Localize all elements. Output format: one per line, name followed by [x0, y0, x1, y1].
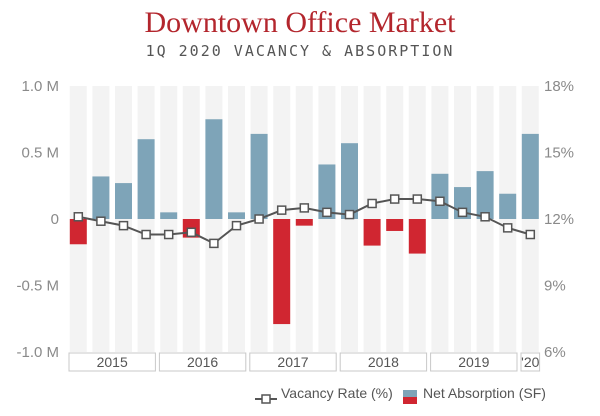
vacancy-point	[457, 207, 468, 218]
vacancy-point	[389, 194, 400, 204]
absorption-bar	[92, 176, 110, 219]
year-label: 2017	[277, 354, 308, 370]
year-label: 2019	[458, 354, 489, 370]
vacancy-point	[322, 207, 332, 218]
absorption-bar	[228, 212, 245, 219]
absorption-bar	[273, 219, 291, 325]
vacancy-point	[367, 198, 377, 209]
left-tick-label: -0.5 M	[16, 278, 59, 295]
absorption-bar	[160, 212, 178, 219]
vacancy-point	[480, 212, 490, 222]
chart-title: Downtown Office Market	[144, 6, 456, 39]
absorption-bar	[137, 139, 155, 219]
vacancy-point	[502, 223, 513, 233]
absorption-bar	[499, 193, 517, 219]
left-tick-label: 1.0 M	[21, 78, 59, 95]
year-label: 2015	[97, 354, 128, 370]
vacancy-point	[118, 220, 129, 231]
vacancy-point	[163, 229, 174, 240]
year-group-box	[68, 352, 156, 372]
absorption-bar	[386, 219, 404, 231]
absorption-legend-swatch	[403, 390, 417, 404]
left-tick-label: 0.5 M	[21, 145, 59, 162]
absorption-bar	[341, 143, 358, 219]
chart-subtitle: 1Q 2020 VACANCY & ABSORPTION	[145, 42, 455, 60]
absorption-bar	[69, 219, 87, 245]
absorption-bar	[318, 164, 336, 219]
absorption-bar	[431, 173, 449, 219]
absorption-bar	[295, 219, 313, 226]
vacancy-point	[344, 209, 355, 220]
vacancy-point	[96, 216, 106, 226]
vacancy-point	[209, 238, 219, 249]
vacancy-point	[141, 229, 151, 240]
absorption-bar	[521, 133, 539, 219]
vacancy-legend-label: Vacancy Rate (%)	[281, 385, 393, 401]
vacancy-point	[435, 196, 445, 207]
year-label: 2016	[187, 354, 218, 370]
year-label: '20	[521, 354, 539, 370]
absorption-bar	[250, 133, 268, 219]
vacancy-point	[231, 220, 242, 231]
year-group-box	[249, 352, 337, 372]
vacancy-legend-marker	[255, 394, 277, 404]
vacancy-point	[186, 227, 197, 238]
absorption-bar	[408, 219, 426, 254]
vacancy-point	[299, 203, 310, 213]
right-tick-label: 6%	[544, 344, 566, 361]
year-group-box	[339, 352, 428, 372]
absorption-bar	[476, 171, 494, 219]
vacancy-point	[525, 229, 536, 240]
right-tick-label: 9%	[544, 278, 566, 295]
year-group-box	[520, 352, 541, 372]
absorption-bar	[205, 119, 223, 219]
year-label: 2018	[368, 354, 399, 370]
vacancy-point	[73, 212, 84, 222]
right-tick-label: 15%	[544, 145, 574, 162]
vacancy-point	[254, 214, 264, 224]
absorption-bar	[363, 219, 381, 246]
right-tick-label: 12%	[544, 211, 574, 228]
year-group-box	[430, 352, 518, 372]
year-group-box	[158, 352, 247, 372]
left-tick-label: 0	[51, 211, 59, 228]
right-tick-label: 18%	[544, 78, 574, 95]
vacancy-point	[276, 205, 287, 215]
left-tick-label: -1.0 M	[16, 344, 59, 361]
vacancy-point	[412, 194, 423, 204]
absorption-bar	[115, 183, 132, 219]
absorption-legend-label: Net Absorption (SF)	[423, 385, 546, 401]
